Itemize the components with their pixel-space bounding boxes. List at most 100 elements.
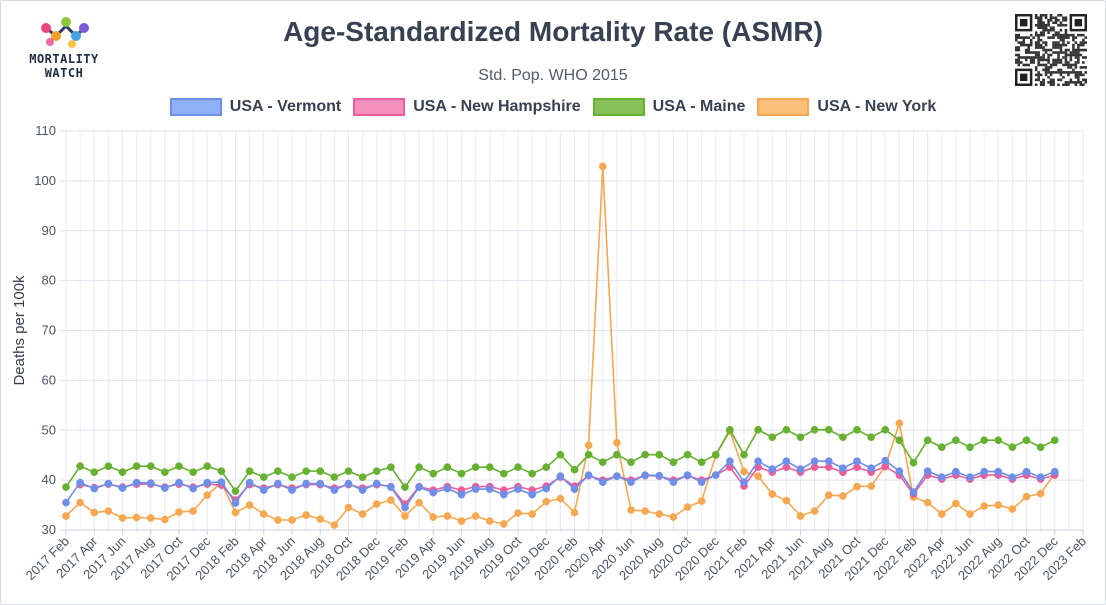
data-point xyxy=(528,510,536,518)
data-point xyxy=(62,512,70,520)
data-point xyxy=(76,478,84,487)
data-point xyxy=(796,512,805,520)
data-point xyxy=(867,482,875,490)
data-point xyxy=(966,443,974,452)
data-point xyxy=(259,473,268,481)
data-point xyxy=(231,499,240,507)
data-point xyxy=(231,487,240,495)
data-point xyxy=(839,464,847,473)
legend-item[interactable]: USA - New York xyxy=(757,98,936,116)
data-point xyxy=(1036,489,1045,498)
data-point xyxy=(994,501,1003,509)
data-point xyxy=(118,514,127,522)
data-point xyxy=(782,457,791,466)
data-point xyxy=(259,510,268,518)
data-point xyxy=(401,512,409,520)
data-point xyxy=(161,468,169,476)
data-point xyxy=(245,501,254,509)
data-point xyxy=(726,425,734,434)
data-point xyxy=(118,468,127,476)
data-point xyxy=(146,479,155,487)
data-point xyxy=(895,436,904,445)
data-point xyxy=(175,508,183,516)
data-point xyxy=(245,478,254,487)
data-point xyxy=(274,479,282,488)
y-tick-label: 80 xyxy=(42,273,56,288)
data-point xyxy=(598,478,607,486)
data-point xyxy=(598,162,607,171)
data-point xyxy=(146,462,155,471)
data-point xyxy=(994,467,1003,476)
data-point xyxy=(189,468,197,476)
data-point xyxy=(302,511,310,519)
data-point xyxy=(302,479,310,488)
data-point xyxy=(895,419,904,428)
data-point xyxy=(90,484,99,493)
data-point xyxy=(867,464,875,473)
data-point xyxy=(768,433,777,442)
legend-swatch xyxy=(757,98,810,116)
data-point xyxy=(655,450,664,459)
y-tick-label: 30 xyxy=(42,522,56,537)
y-tick-label: 90 xyxy=(42,223,56,238)
data-point xyxy=(1022,467,1031,476)
data-point xyxy=(613,450,621,459)
data-point xyxy=(500,520,508,528)
data-point xyxy=(429,488,438,497)
data-point xyxy=(203,478,212,487)
data-point xyxy=(118,484,127,492)
data-point xyxy=(358,486,367,494)
data-point xyxy=(853,457,861,466)
legend-swatch xyxy=(353,98,406,116)
data-point xyxy=(598,458,607,467)
y-tick-label: 60 xyxy=(42,372,56,387)
data-point xyxy=(937,443,946,452)
data-point xyxy=(994,436,1003,445)
data-point xyxy=(980,467,988,476)
data-point xyxy=(203,462,212,471)
data-point xyxy=(697,458,706,467)
data-point xyxy=(556,472,565,480)
data-point xyxy=(471,512,480,520)
data-point xyxy=(655,471,664,480)
data-point xyxy=(189,507,197,515)
data-point xyxy=(824,457,833,466)
data-point xyxy=(358,473,367,481)
data-point xyxy=(372,500,381,508)
data-point xyxy=(966,473,974,481)
data-point xyxy=(655,510,664,518)
data-point xyxy=(316,467,325,475)
data-point xyxy=(62,483,70,491)
legend-item[interactable]: USA - Maine xyxy=(592,98,745,116)
data-point xyxy=(415,463,423,472)
data-point xyxy=(796,465,805,474)
legend-item[interactable]: USA - Vermont xyxy=(169,98,341,116)
data-point xyxy=(810,457,819,466)
data-point xyxy=(1022,492,1031,501)
y-tick-label: 50 xyxy=(42,422,56,437)
data-point xyxy=(288,516,296,524)
data-point xyxy=(1008,505,1017,513)
logo-icon xyxy=(41,17,89,48)
data-point xyxy=(485,463,494,472)
data-point xyxy=(909,488,918,496)
data-point xyxy=(231,508,240,517)
legend-item[interactable]: USA - New Hampshire xyxy=(353,98,581,116)
legend-label: USA - New Hampshire xyxy=(413,98,581,115)
data-point xyxy=(471,463,480,472)
data-point xyxy=(584,441,593,450)
data-point xyxy=(726,457,734,466)
data-point xyxy=(570,485,579,493)
data-point xyxy=(711,471,720,479)
data-point xyxy=(429,469,438,478)
data-point xyxy=(980,436,988,445)
data-point xyxy=(584,471,593,479)
data-point xyxy=(697,497,706,505)
data-point xyxy=(161,515,169,524)
data-point xyxy=(796,433,805,442)
data-point xyxy=(500,469,508,478)
data-point xyxy=(683,450,692,459)
data-point xyxy=(556,450,565,459)
data-point xyxy=(895,467,904,475)
